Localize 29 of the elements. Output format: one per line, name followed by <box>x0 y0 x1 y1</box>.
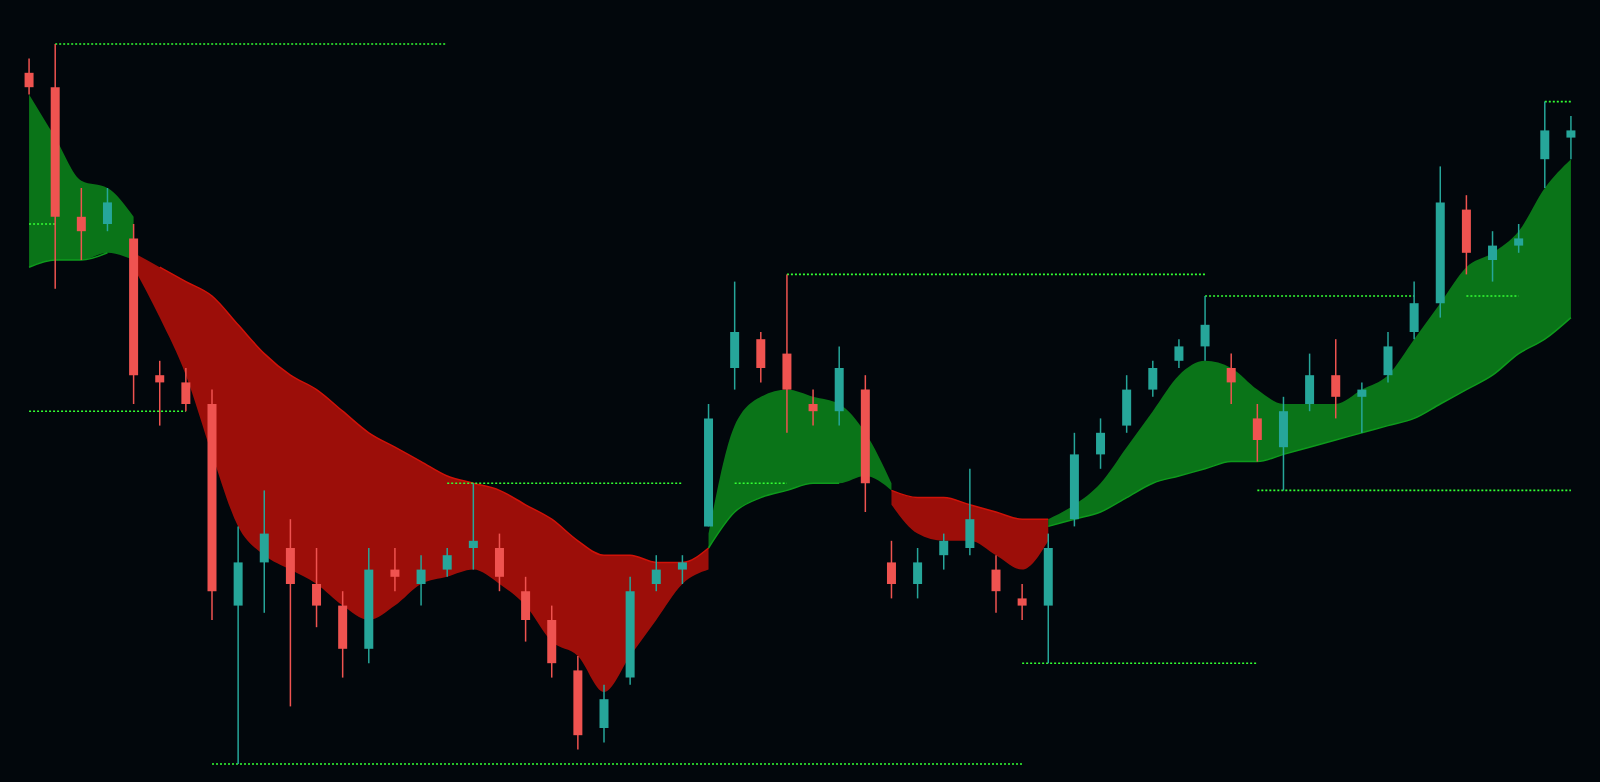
candlestick <box>312 547 322 628</box>
candlestick <box>1252 403 1262 463</box>
candlestick <box>677 554 687 585</box>
candlestick <box>939 532 949 571</box>
candlestick <box>1566 115 1576 160</box>
candlestick <box>1096 417 1106 470</box>
candlestick <box>1017 583 1027 621</box>
candlestick <box>991 554 1001 614</box>
candlestick <box>808 388 818 427</box>
candlestick <box>181 367 191 412</box>
candlestick <box>442 547 452 578</box>
candlestick <box>886 540 896 600</box>
candlestick <box>1488 230 1498 283</box>
candlestick <box>390 547 400 592</box>
candlestick <box>102 187 112 232</box>
candlestick <box>1331 338 1341 420</box>
candlestick <box>1514 223 1524 254</box>
candlestick <box>416 554 426 607</box>
candlestick <box>651 554 661 592</box>
candlestick <box>468 482 478 571</box>
candlestick <box>1200 295 1210 362</box>
candlestick <box>1357 381 1367 434</box>
candlestick <box>155 360 165 427</box>
candlestick <box>913 547 923 600</box>
candlestick <box>1174 338 1184 369</box>
candlestick <box>76 187 86 261</box>
candlestick <box>1226 352 1236 405</box>
candlestick <box>1148 360 1158 398</box>
candlestick <box>24 57 34 96</box>
